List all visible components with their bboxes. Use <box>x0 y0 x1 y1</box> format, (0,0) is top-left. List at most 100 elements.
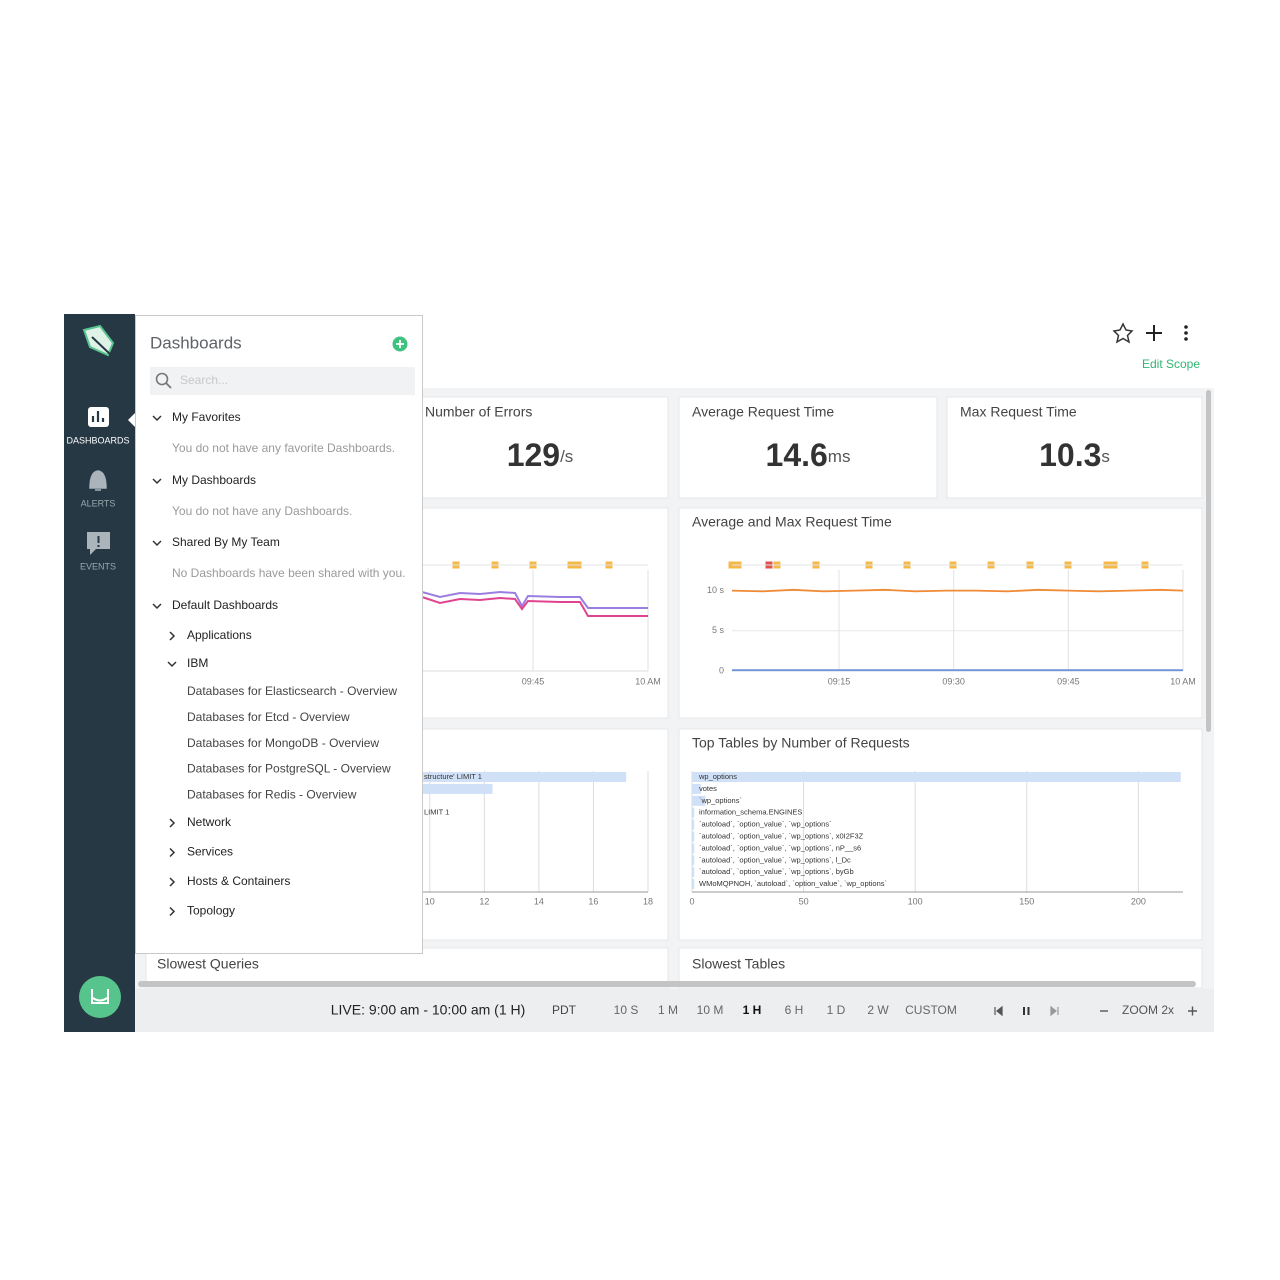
dashboard-link[interactable]: Databases for PostgreSQL - Overview <box>187 762 391 776</box>
section-title[interactable]: Default Dashboards <box>172 598 278 612</box>
time-range-button[interactable]: 1 D <box>827 1003 846 1017</box>
time-range-button[interactable]: 1 M <box>658 1003 678 1017</box>
x-tick-label: 16 <box>588 896 598 906</box>
card-title: Slowest Tables <box>692 956 785 972</box>
bar <box>692 855 695 866</box>
logo-detail <box>91 336 113 357</box>
dashboard-link[interactable]: Databases for MongoDB - Overview <box>187 736 379 750</box>
bar <box>692 772 1181 782</box>
chevron-down[interactable] <box>152 603 162 610</box>
vertical-scrollbar[interactable] <box>1206 390 1211 732</box>
y-tick-label: 0 <box>719 665 724 675</box>
tile-title: Max Request Time <box>960 404 1077 420</box>
dashboard-link[interactable]: Databases for Redis - Overview <box>187 787 357 801</box>
dashboard-link[interactable]: Databases for Etcd - Overview <box>187 710 350 724</box>
time-range-button[interactable]: 1 H <box>743 1003 762 1017</box>
card <box>411 396 669 499</box>
card <box>678 728 1203 941</box>
favorite-star-icon[interactable] <box>1112 322 1134 344</box>
group-title[interactable]: Topology <box>187 904 235 918</box>
section-title[interactable]: My Favorites <box>172 410 241 424</box>
chevron-right[interactable] <box>169 847 176 858</box>
group-title[interactable]: Network <box>187 815 232 829</box>
skip-back-icon[interactable] <box>994 1005 1003 1017</box>
bar <box>692 819 695 830</box>
chat-button[interactable] <box>79 976 121 1018</box>
x-tick-label: 18 <box>643 896 653 906</box>
nav-label[interactable]: EVENTS <box>80 561 116 571</box>
bar-label: LIMIT 1 <box>424 808 449 817</box>
x-tick-label: 09:45 <box>1057 676 1080 686</box>
section-title[interactable]: Shared By My Team <box>172 535 280 549</box>
dashboard-link[interactable]: Databases for Elasticsearch - Overview <box>187 684 397 698</box>
panel-bg <box>135 315 423 954</box>
bar-label: `autoload`, `option_value`, `wp_options`… <box>699 843 861 852</box>
card <box>678 507 1203 719</box>
dashboards-icon-bars <box>91 411 105 422</box>
logo[interactable] <box>82 324 115 357</box>
chevron-down[interactable] <box>152 415 162 422</box>
search-box[interactable] <box>150 367 415 395</box>
group-title[interactable]: Hosts & Containers <box>187 874 290 888</box>
time-range-button[interactable]: 10 M <box>697 1003 724 1017</box>
chart-title: Top Tables by Number of Requests <box>692 735 910 751</box>
bar-label: `autoload`, `option_value`, `wp_options`… <box>699 855 851 864</box>
chevron-right[interactable] <box>169 906 176 917</box>
tile-value: 14.6 <box>766 437 828 473</box>
time-range-button[interactable]: 6 H <box>785 1003 804 1017</box>
tile-title: Number of Errors <box>425 404 532 420</box>
time-range-button[interactable]: 2 W <box>867 1003 889 1017</box>
live-range: LIVE: 9:00 am - 10:00 am (1 H) <box>331 1002 526 1018</box>
tile-metric: 14.6ms <box>766 437 851 473</box>
bar <box>692 807 695 818</box>
x-tick-label: 09:15 <box>828 676 851 686</box>
group-title[interactable]: IBM <box>187 656 208 670</box>
chevron-right[interactable] <box>169 877 176 887</box>
series-line <box>731 588 1184 593</box>
horizontal-scrollbar[interactable] <box>138 981 1196 987</box>
edit-scope-link[interactable]: Edit Scope <box>1142 357 1200 371</box>
empty-message: You do not have any Dashboards. <box>172 504 352 518</box>
x-tick-label: 09:30 <box>942 676 965 686</box>
chevron-down[interactable] <box>152 478 162 485</box>
tile-unit: ms <box>828 447 851 466</box>
tile-metric: 129/s <box>507 437 574 473</box>
chevron-down[interactable] <box>167 661 177 668</box>
time-range-button[interactable]: 10 S <box>614 1003 639 1017</box>
x-tick-label: 10 <box>425 896 435 906</box>
bar-label: information_schema.ENGINES <box>699 808 802 817</box>
nav-label[interactable]: ALERTS <box>81 498 116 508</box>
chevron-right[interactable] <box>169 631 176 641</box>
tile-unit: /s <box>560 447 573 466</box>
pause-icon[interactable] <box>1023 1007 1030 1015</box>
y-tick-label: 5 s <box>712 625 725 635</box>
chevron-right[interactable] <box>169 818 176 828</box>
tile-metric: 10.3s <box>1039 437 1110 473</box>
tile-value: 129 <box>507 437 560 473</box>
timezone[interactable]: PDT <box>552 1003 577 1017</box>
group-title[interactable]: Services <box>187 845 233 859</box>
zoom-in-icon[interactable] <box>1188 1006 1197 1016</box>
events-icon[interactable] <box>87 532 110 555</box>
bar-label: `autoload`, `option_value`, `wp_options`… <box>699 831 864 840</box>
sidebar: DASHBOARDS ALERTS EVENTS <box>64 314 135 1032</box>
time-range-button[interactable]: CUSTOM <box>905 1003 957 1017</box>
section-title[interactable]: My Dashboards <box>172 473 256 487</box>
trend-line <box>421 596 648 617</box>
x-tick-label: 10 AM <box>1170 676 1196 686</box>
add-icon[interactable] <box>1146 325 1162 341</box>
more-menu-icon[interactable] <box>1184 325 1188 341</box>
panel-title: Dashboards <box>150 333 242 352</box>
sidebar-bg <box>64 314 135 1032</box>
alerts-icon[interactable] <box>89 470 107 491</box>
bar-label: `wp_options` <box>699 796 742 805</box>
bar-label: votes <box>699 784 717 793</box>
chevron-down[interactable] <box>152 540 162 547</box>
tile-title: Average Request Time <box>692 404 834 420</box>
nav-label[interactable]: DASHBOARDS <box>66 435 129 445</box>
group-title[interactable]: Applications <box>187 628 252 642</box>
x-tick-label: 09:45 <box>522 676 545 686</box>
x-tick-label: 200 <box>1131 896 1146 906</box>
skip-forward-icon[interactable] <box>1050 1005 1059 1017</box>
